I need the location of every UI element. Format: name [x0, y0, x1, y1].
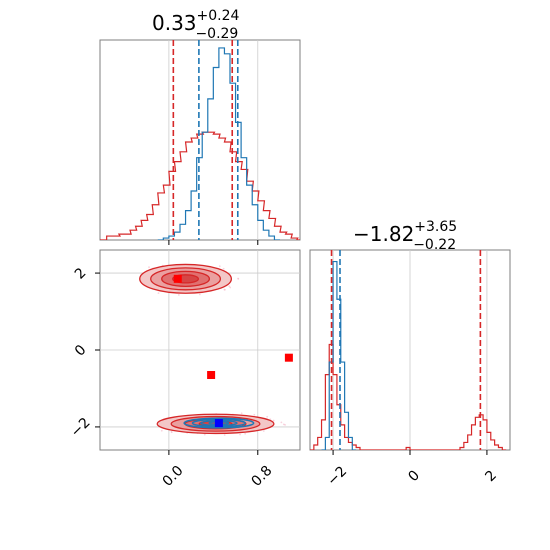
panel-top-left-frame: [99, 39, 301, 241]
sample-point: [224, 288, 226, 291]
marker-red: [207, 371, 216, 379]
sample-point: [272, 419, 275, 422]
sample-point: [218, 265, 221, 268]
sample-point: [198, 293, 201, 296]
histogram-series: [310, 343, 507, 450]
title-param-1-plus: +0.24: [197, 8, 240, 24]
sample-point: [228, 285, 231, 288]
sample-point: [229, 286, 232, 289]
title-param-1: 0.33+0.24 −0.29: [152, 8, 240, 42]
grid-bottom-right: [332, 250, 488, 450]
y-tick-label: −2: [68, 415, 94, 441]
sample-point: [284, 423, 286, 426]
histogram-series: [157, 47, 280, 240]
sample-point: [280, 421, 283, 424]
sample-point: [244, 432, 247, 435]
sample-point: [203, 433, 206, 436]
histogram-param-1: [100, 47, 300, 240]
histogram-series: [321, 260, 357, 450]
x-tick-label: 0.0: [160, 463, 187, 490]
quantile-lines-param-2: [330, 250, 482, 450]
title-param-1-minus: −0.29: [195, 26, 238, 42]
histogram-param-2: [310, 260, 507, 450]
marker-red: [173, 274, 182, 283]
y-tick-label: 2: [72, 265, 90, 283]
sample-point: [262, 430, 265, 432]
title-param-1-median: 0.33: [152, 11, 197, 35]
x-tick-label: −2: [324, 463, 350, 489]
title-param-2: −1.82+3.65 −0.22: [353, 219, 457, 253]
sample-point: [239, 433, 241, 436]
marker-red: [284, 353, 293, 362]
sample-point: [157, 292, 160, 295]
marker-blue: [214, 419, 223, 428]
sample-point: [148, 266, 150, 269]
y-tick-label: 0: [72, 342, 90, 360]
sample-point: [266, 415, 269, 418]
sample-point: [237, 277, 239, 280]
x-tick-label: 0: [405, 467, 423, 485]
sample-point: [170, 430, 173, 433]
sample-point: [253, 413, 256, 416]
joint-contours: [139, 263, 293, 436]
x-tick-label: 0.8: [248, 463, 275, 490]
sample-point: [223, 434, 226, 436]
sample-point: [160, 429, 163, 432]
quantile-lines-param-1: [172, 40, 239, 240]
axis-ticks: 0.0 0.8 2 0 −2 −2 0 2: [68, 240, 500, 490]
x-tick-label: 2: [482, 467, 500, 485]
sample-point: [177, 294, 180, 296]
contour-blue: [183, 417, 255, 429]
title-param-2-plus: +3.65: [414, 219, 457, 235]
sample-point: [240, 412, 243, 415]
sample-point: [222, 267, 225, 270]
title-param-2-minus: −0.22: [413, 237, 456, 253]
title-param-2-median: −1.82: [353, 222, 414, 246]
